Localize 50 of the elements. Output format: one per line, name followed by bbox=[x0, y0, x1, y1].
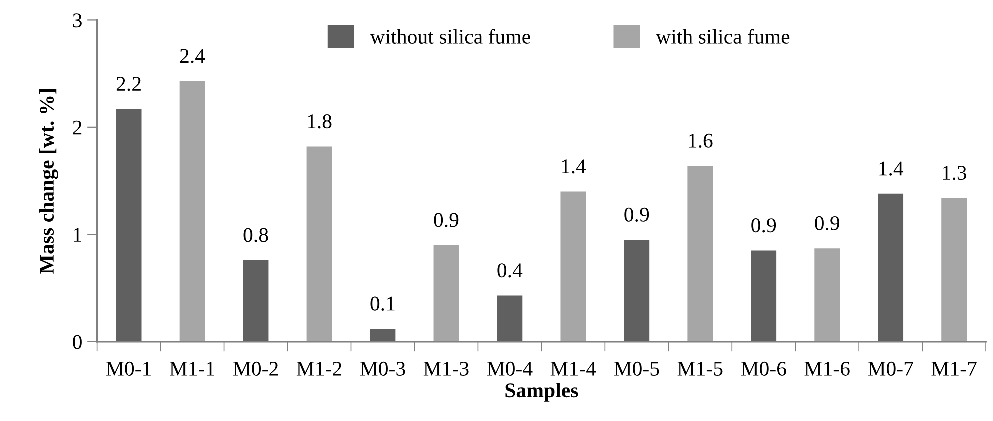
x-tick-label: M1-5 bbox=[678, 362, 723, 376]
y-tick-label: 3 bbox=[73, 14, 82, 28]
x-tick-label: M1-1 bbox=[170, 362, 214, 376]
data-label: 0.8 bbox=[244, 228, 268, 242]
y-tick-label: 0 bbox=[73, 335, 82, 350]
data-label: 0.1 bbox=[370, 296, 395, 311]
x-tick-label: M1-7 bbox=[932, 362, 977, 376]
bar bbox=[306, 146, 332, 342]
x-tick-label: M0-3 bbox=[360, 362, 406, 376]
bar bbox=[560, 192, 586, 342]
bar bbox=[180, 81, 206, 342]
data-label: 0.4 bbox=[498, 264, 523, 278]
bar bbox=[370, 328, 396, 342]
x-tick-label: M1-6 bbox=[804, 362, 850, 376]
bar bbox=[624, 240, 650, 342]
legend-label: without silica fume bbox=[370, 29, 530, 44]
x-tick-label: M0-4 bbox=[487, 362, 533, 376]
x-axis-title: Samples bbox=[506, 382, 578, 402]
bar bbox=[243, 260, 269, 342]
data-label: 1.8 bbox=[308, 114, 332, 129]
bar bbox=[116, 109, 142, 342]
bar bbox=[942, 198, 968, 342]
x-tick-label: M0-2 bbox=[233, 362, 278, 376]
data-label: 0.9 bbox=[752, 218, 776, 233]
data-label: 1.3 bbox=[943, 166, 967, 180]
y-axis-title: Mass change [wt. %] bbox=[39, 89, 58, 274]
bar bbox=[688, 166, 714, 342]
data-label: 1.6 bbox=[689, 134, 713, 148]
x-tick-label: M1-2 bbox=[296, 362, 342, 376]
x-tick-label: M1-3 bbox=[424, 362, 469, 376]
data-label: 2.4 bbox=[180, 49, 206, 64]
data-label: 1.4 bbox=[562, 160, 586, 174]
x-tick-label: M0-5 bbox=[614, 362, 660, 376]
x-tick-label: M0-1 bbox=[106, 362, 151, 376]
data-label: 1.4 bbox=[880, 162, 904, 176]
y-tick-label: 1 bbox=[74, 228, 82, 242]
x-tick-label: M0-7 bbox=[868, 362, 914, 376]
data-label: 2.2 bbox=[116, 77, 141, 92]
x-tick-label: M1-4 bbox=[550, 362, 596, 376]
data-label: 0.9 bbox=[434, 213, 459, 228]
bar bbox=[434, 245, 460, 342]
y-tick-label: 2 bbox=[73, 120, 82, 135]
legend-label: with silica fume bbox=[656, 29, 790, 44]
x-tick-label: M0-6 bbox=[741, 362, 786, 376]
data-label: 0.9 bbox=[815, 216, 840, 231]
data-label: 0.9 bbox=[624, 208, 650, 222]
bar bbox=[497, 296, 523, 342]
bar bbox=[814, 248, 840, 342]
bar bbox=[751, 250, 777, 342]
bar bbox=[878, 194, 904, 342]
